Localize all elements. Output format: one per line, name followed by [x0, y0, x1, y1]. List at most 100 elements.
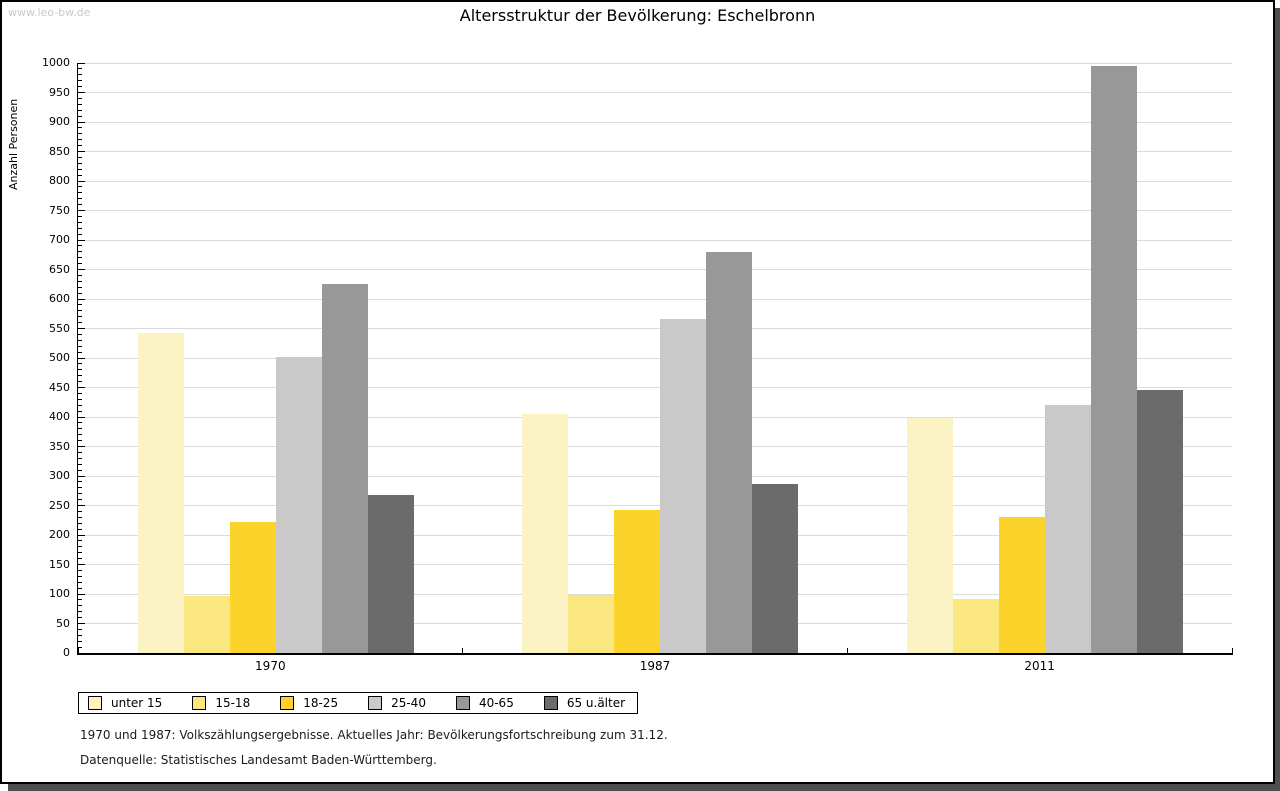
y-minor-tick: [78, 145, 82, 147]
gridline: [78, 357, 1232, 359]
legend-swatch: [455, 696, 470, 710]
legend-label: 15-18: [215, 696, 251, 710]
gridline: [78, 239, 1232, 241]
gridline: [78, 151, 1232, 152]
legend-item: 40-65: [455, 696, 514, 710]
x-axis-tick: [462, 648, 464, 653]
y-minor-tick: [78, 404, 82, 406]
y-tick-label: 500: [49, 351, 70, 364]
y-tick-label: 600: [49, 292, 70, 305]
y-tick-label: 150: [49, 557, 70, 571]
y-minor-tick: [78, 174, 82, 176]
y-major-tick: [78, 623, 85, 624]
y-tick-label: 700: [49, 233, 70, 246]
y-minor-tick: [78, 198, 82, 200]
y-minor-tick: [78, 599, 82, 601]
x-tick-label: 2011: [1024, 659, 1055, 673]
y-major-tick: [78, 62, 85, 64]
gridline: [78, 505, 1232, 506]
y-minor-tick: [78, 628, 82, 630]
y-minor-tick: [78, 280, 82, 282]
y-minor-tick: [78, 558, 82, 560]
legend-swatch: [88, 696, 102, 710]
bar-1970-40-65: [321, 283, 368, 653]
y-minor-tick: [78, 251, 82, 253]
gridline: [78, 298, 1232, 300]
y-minor-tick: [78, 392, 82, 394]
y-major-tick: [78, 269, 85, 270]
y-minor-tick: [78, 646, 82, 648]
y-minor-tick: [78, 440, 82, 442]
y-minor-tick: [78, 381, 82, 383]
y-major-tick: [78, 180, 85, 182]
y-minor-tick: [78, 221, 82, 223]
y-minor-tick: [78, 463, 82, 465]
y-major-tick: [78, 387, 85, 388]
y-minor-tick: [78, 304, 82, 306]
y-minor-tick: [78, 204, 82, 206]
bar-1987-18-25: [614, 510, 661, 653]
y-minor-tick: [78, 587, 82, 589]
legend: unter 15 15-18 18-25 25-40 40-65 65 u.älter: [78, 692, 639, 714]
y-minor-tick: [78, 139, 82, 141]
y-axis-line: [77, 63, 78, 654]
y-major-tick: [78, 357, 85, 359]
gridline: [78, 387, 1232, 388]
y-minor-tick: [78, 611, 82, 613]
bar-1970-65 u.älter: [367, 495, 414, 653]
y-minor-tick: [78, 398, 82, 400]
y-minor-tick: [78, 115, 82, 117]
y-minor-tick: [78, 487, 82, 489]
y-minor-tick: [78, 617, 82, 619]
y-minor-tick: [78, 451, 82, 453]
y-tick-label: 300: [49, 469, 70, 482]
bar-2011-65 u.älter: [1136, 390, 1183, 653]
y-major-tick: [78, 564, 85, 565]
y-tick-label: 550: [49, 321, 70, 335]
x-axis-line: [77, 653, 1233, 655]
y-minor-tick: [78, 109, 82, 111]
y-minor-tick: [78, 310, 82, 312]
y-minor-tick: [78, 86, 82, 88]
y-major-tick: [78, 210, 85, 211]
y-minor-tick: [78, 74, 82, 76]
y-major-tick: [78, 239, 85, 241]
y-tick-label: 1000: [42, 56, 70, 69]
plot-area: 0 50 100 150 200 250 300 350 400 450 500 550 600 650 7…: [42, 56, 1233, 673]
legend-swatch: [368, 696, 383, 710]
y-minor-tick: [78, 186, 82, 188]
y-minor-tick: [78, 546, 82, 548]
legend-label: unter 15: [111, 696, 163, 710]
y-minor-tick: [78, 640, 82, 642]
legend-swatch: [280, 696, 295, 710]
y-minor-tick: [78, 227, 82, 229]
x-axis-tick: [77, 648, 79, 653]
y-minor-tick: [78, 80, 82, 82]
y-minor-tick: [78, 274, 82, 276]
bar-1970-18-25: [229, 522, 276, 653]
y-major-tick: [78, 446, 85, 447]
legend-label: 65 u.älter: [566, 696, 626, 710]
y-minor-tick: [78, 133, 82, 135]
y-minor-tick: [78, 351, 82, 353]
y-minor-tick: [78, 469, 82, 471]
gridline: [78, 121, 1232, 123]
y-major-tick: [78, 505, 85, 506]
y-minor-tick: [78, 257, 82, 259]
y-tick-label: 850: [49, 144, 70, 158]
bar-1970-15-18: [183, 595, 230, 653]
y-minor-tick: [78, 575, 82, 577]
y-tick-label: 350: [49, 439, 70, 453]
y-minor-tick: [78, 375, 82, 377]
y-minor-tick: [78, 510, 82, 512]
y-minor-tick: [78, 363, 82, 365]
x-axis-tick: [846, 648, 848, 653]
bar-2011-40-65: [1090, 65, 1137, 653]
gridline: [78, 328, 1232, 329]
bar-2011-25-40: [1044, 405, 1091, 653]
y-minor-tick: [78, 345, 82, 347]
bar-1987-40-65: [706, 252, 753, 653]
gridline: [78, 62, 1232, 64]
y-minor-tick: [78, 493, 82, 495]
y-minor-tick: [78, 127, 82, 129]
